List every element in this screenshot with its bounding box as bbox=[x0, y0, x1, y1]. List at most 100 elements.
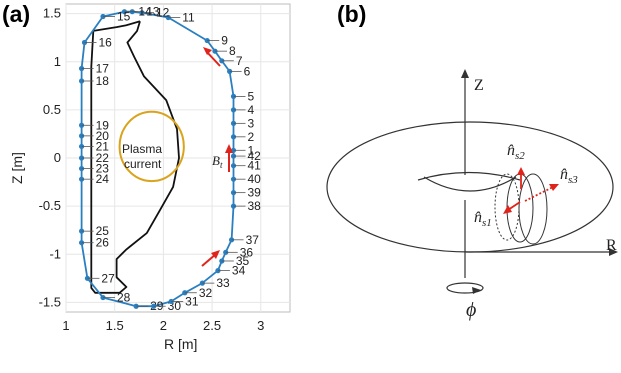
probe-label: 20 bbox=[96, 129, 110, 143]
probe-label: 5 bbox=[248, 89, 255, 103]
probe-point bbox=[230, 134, 237, 140]
probe-label: 42 bbox=[248, 149, 262, 163]
x-tick-label: 2.5 bbox=[203, 318, 221, 333]
arrow-lower bbox=[201, 250, 220, 267]
n-s3-label: n̂s3 bbox=[560, 166, 578, 186]
tick-labels: 1 1.5 2 2.5 3 1.5 1 0.5 0 -0.5 -1 -1.5 bbox=[39, 6, 265, 333]
plasma-label-line2: current bbox=[124, 157, 162, 171]
y-tick-label: -0.5 bbox=[39, 198, 61, 213]
probe-label: 27 bbox=[101, 271, 115, 285]
z-axis-label: Z bbox=[474, 77, 484, 94]
y-tick-label: -1.5 bbox=[39, 294, 61, 309]
wall-contour bbox=[90, 20, 180, 294]
r-axis-arrowhead bbox=[609, 248, 618, 256]
vessel-wall bbox=[90, 20, 180, 294]
probe-label: 14 bbox=[138, 5, 152, 19]
probe-label: 4 bbox=[248, 103, 255, 117]
torus-drawing bbox=[326, 69, 618, 294]
z-axis-arrowhead bbox=[461, 69, 469, 78]
phi-label: ϕ bbox=[466, 299, 476, 321]
probe-point bbox=[168, 298, 174, 305]
phi-loop bbox=[446, 282, 484, 294]
probe-label: 18 bbox=[96, 74, 110, 88]
probe-label: 11 bbox=[182, 10, 195, 24]
probe-label: 25 bbox=[96, 224, 110, 238]
probe-label: 35 bbox=[236, 254, 250, 268]
probe-label: 38 bbox=[248, 199, 262, 213]
cross-section-outer bbox=[518, 173, 548, 245]
panel-b-label: (b) bbox=[337, 1, 366, 27]
probe-label: 15 bbox=[117, 10, 131, 24]
n-s3-arrow bbox=[524, 186, 554, 202]
probe-point bbox=[230, 120, 237, 126]
probe-label: 7 bbox=[236, 54, 243, 68]
probe-label: 34 bbox=[232, 264, 246, 278]
probe-label: 16 bbox=[99, 36, 113, 50]
plasma-ellipse bbox=[118, 110, 185, 183]
n-s1-label: n̂s1 bbox=[474, 209, 492, 229]
probe-label: 37 bbox=[246, 233, 260, 247]
probe-label: 33 bbox=[216, 276, 230, 290]
panel-a-label: (a) bbox=[2, 1, 30, 27]
probe-point bbox=[182, 290, 188, 296]
x-tick-label: 1.5 bbox=[106, 318, 124, 333]
probe-point bbox=[230, 107, 237, 113]
phi-arrowhead bbox=[472, 287, 481, 294]
torus-hole-top bbox=[417, 171, 521, 181]
probe-label: 8 bbox=[229, 44, 236, 58]
n-s1-arrowhead bbox=[503, 205, 512, 214]
torus-outer bbox=[326, 121, 614, 253]
probe-label: 32 bbox=[199, 286, 213, 300]
probe-label: 2 bbox=[248, 130, 255, 144]
probe-label: 22 bbox=[96, 151, 110, 165]
probe-label: 21 bbox=[96, 139, 110, 153]
r-axis-label: R bbox=[606, 237, 617, 254]
probe-label: 1 bbox=[248, 143, 255, 157]
probe-label: 24 bbox=[96, 172, 110, 186]
n-s3-arrowhead bbox=[549, 184, 559, 191]
probe-point bbox=[230, 93, 237, 99]
probe-label: 6 bbox=[244, 64, 251, 78]
x-tick-label: 2 bbox=[160, 318, 167, 333]
probe-point bbox=[230, 176, 237, 182]
probe-point bbox=[230, 203, 237, 209]
probe-point bbox=[151, 303, 157, 309]
probe-label: 3 bbox=[248, 116, 255, 130]
probe-chain: 1234567891112131415161718192021222324252… bbox=[78, 5, 262, 313]
y-tick-label: -1 bbox=[49, 246, 61, 261]
y-tick-label: 0.5 bbox=[43, 102, 61, 117]
probe-label: 40 bbox=[248, 172, 262, 186]
grid bbox=[65, 4, 290, 312]
plasma-current-ellipse bbox=[118, 110, 185, 183]
arrow-upper bbox=[203, 47, 221, 67]
probe-label: 41 bbox=[248, 159, 262, 173]
probe-point bbox=[230, 190, 237, 196]
x-tick-label: 3 bbox=[257, 318, 264, 333]
probe-point bbox=[199, 280, 205, 286]
probe-label: 39 bbox=[248, 186, 262, 200]
y-tick-label: 1.5 bbox=[43, 6, 61, 21]
probe-label: 36 bbox=[240, 245, 254, 259]
bt-label: Bt bbox=[212, 153, 223, 170]
torus-hole-bottom bbox=[423, 176, 517, 192]
plasma-label-line1: Plasma bbox=[122, 142, 162, 156]
probe-label: 13 bbox=[146, 5, 160, 19]
x-tick-label: 1 bbox=[62, 318, 69, 333]
n-s2-arrowhead bbox=[517, 167, 525, 175]
probe-point bbox=[230, 153, 237, 159]
n-s2-label: n̂s2 bbox=[507, 142, 525, 162]
probe-label: 17 bbox=[96, 61, 110, 75]
y-tick-label: 1 bbox=[54, 54, 61, 69]
probe-label: 23 bbox=[96, 162, 110, 176]
probe-label: 9 bbox=[221, 34, 228, 48]
panel-a-plot: 1234567891112131415161718192021222324252… bbox=[39, 3, 291, 333]
x-axis-label: R [m] bbox=[164, 336, 197, 352]
probe-label: 26 bbox=[96, 236, 110, 250]
probe-point bbox=[215, 268, 221, 274]
field-arrows bbox=[201, 47, 233, 267]
probe-label: 28 bbox=[117, 291, 131, 305]
probe-label: 12 bbox=[156, 6, 170, 20]
y-tick-label: 0 bbox=[54, 150, 61, 165]
probe-point bbox=[230, 163, 237, 169]
